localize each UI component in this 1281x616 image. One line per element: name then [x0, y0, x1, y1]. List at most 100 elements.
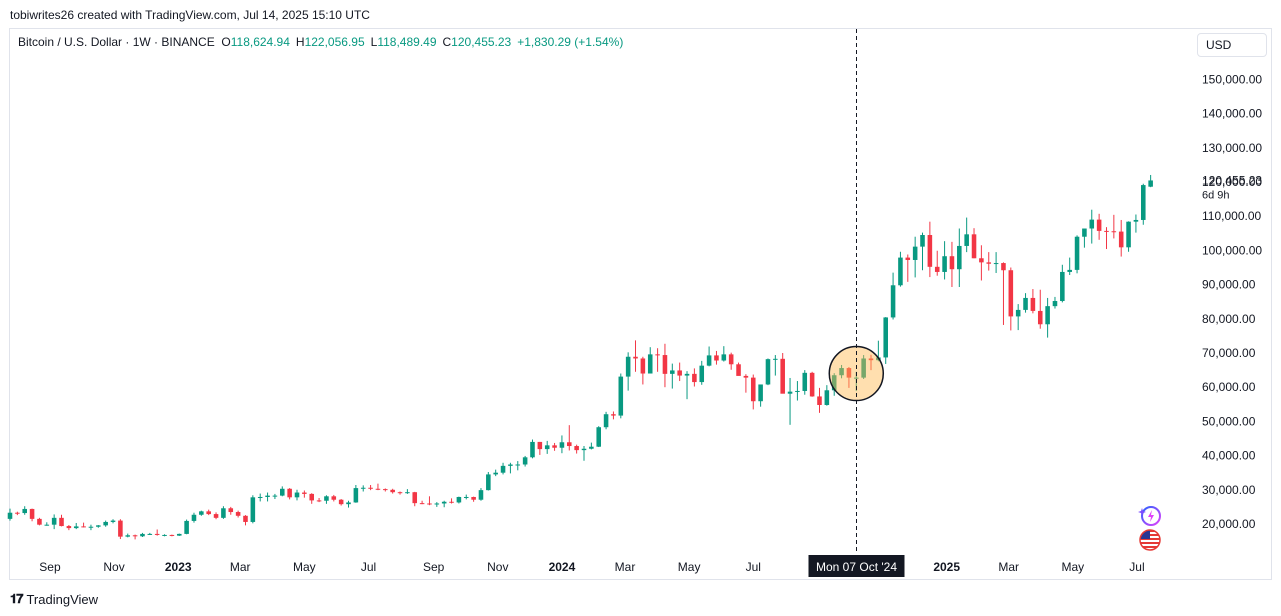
y-tick-label: 50,000.00 — [1202, 414, 1256, 428]
candle-body — [787, 391, 793, 394]
last-price-label: 120,455.23 — [1202, 173, 1262, 187]
candle-body — [383, 489, 388, 491]
x-tick-label: 2024 — [549, 560, 576, 574]
candle-body — [154, 533, 160, 535]
candle-body — [942, 256, 947, 272]
candle-body — [118, 520, 123, 537]
candle-body — [618, 376, 624, 416]
high-value: 122,056.95 — [304, 35, 365, 49]
candle-body — [1148, 180, 1153, 187]
candle-body — [589, 446, 594, 449]
y-tick-label: 130,000.00 — [1202, 141, 1262, 155]
us-flag-icon[interactable] — [1139, 529, 1163, 553]
candle-body — [986, 262, 992, 264]
candle-body — [868, 358, 874, 361]
candle-body — [265, 495, 270, 497]
x-tick-label: Sep — [423, 560, 445, 574]
y-tick-label: 70,000.00 — [1202, 346, 1256, 360]
sparkle-icon[interactable] — [1138, 504, 1162, 528]
candle-body — [456, 496, 462, 503]
footer-brand: 𝟏𝟕 TradingView — [10, 591, 98, 607]
candle-body — [162, 534, 167, 536]
symbol-legend: Bitcoin / U.S. Dollar · 1W · BINANCE O11… — [18, 35, 623, 49]
chart-frame — [9, 28, 1272, 580]
candle-body — [949, 256, 955, 270]
candle-body — [662, 355, 668, 374]
close-label: C — [442, 35, 452, 49]
y-tick-label: 150,000.00 — [1202, 72, 1262, 86]
candle-body — [677, 370, 682, 376]
candle-body — [441, 501, 447, 504]
candle-body — [1082, 228, 1087, 237]
candle-body — [147, 533, 153, 535]
open-value: 118,624.94 — [230, 35, 290, 49]
candle-body — [1074, 236, 1080, 270]
currency-button[interactable]: USD — [1197, 33, 1267, 57]
candle-body — [625, 356, 631, 377]
candle-body — [993, 263, 999, 265]
candle-body — [243, 515, 248, 522]
candle-body — [655, 354, 660, 356]
candle-body — [500, 465, 506, 473]
candle-body — [603, 414, 609, 428]
candle-body — [839, 368, 844, 376]
candle-body — [670, 370, 675, 374]
chart-caption: tobiwrites26 created with TradingView.co… — [10, 8, 370, 22]
candle-body — [552, 445, 557, 448]
candle-body — [1001, 263, 1006, 271]
candle-body — [294, 492, 300, 498]
candle-body — [957, 245, 962, 270]
close-value: 120,455.23 — [451, 35, 512, 49]
candle-body — [346, 502, 351, 505]
y-tick-label: 20,000.00 — [1202, 517, 1256, 531]
open-label: O — [221, 35, 231, 49]
x-tick-label: Nov — [487, 560, 508, 574]
candle-body — [272, 495, 278, 497]
candle-body — [412, 492, 418, 504]
footer-brand-text: TradingView — [26, 591, 99, 607]
candle-body — [574, 446, 579, 451]
candle-body — [964, 234, 969, 246]
candle-body — [493, 472, 498, 475]
candle-body — [1141, 185, 1146, 220]
candle-body — [206, 511, 211, 515]
candle-body — [912, 246, 918, 260]
candle-body — [221, 508, 226, 518]
candle-body — [1030, 297, 1036, 311]
candle-body — [758, 384, 763, 402]
candle-body — [1015, 309, 1021, 317]
candle-body — [780, 358, 785, 394]
candle-body — [257, 496, 263, 498]
candle-body — [191, 514, 197, 521]
y-tick-label: 60,000.00 — [1202, 380, 1256, 394]
candle-body — [1037, 310, 1043, 325]
candle-body — [22, 508, 27, 514]
candle-body — [66, 526, 72, 529]
candle-body — [773, 358, 778, 360]
candle-body — [979, 258, 984, 263]
candle-body — [854, 377, 859, 379]
y-tick-label: 140,000.00 — [1202, 107, 1262, 121]
candle-body — [743, 375, 749, 378]
x-tick-label: 2025 — [933, 560, 960, 574]
x-tick-label: May — [293, 560, 316, 574]
candle-body — [706, 355, 712, 366]
candle-body — [927, 235, 933, 267]
candle-body — [287, 488, 292, 498]
candle-body — [750, 377, 756, 402]
x-tick-label: Jul — [746, 560, 761, 574]
candle-body — [103, 521, 108, 526]
x-tick-label: May — [678, 560, 701, 574]
candle-body — [611, 414, 616, 416]
candle-body — [463, 496, 469, 498]
x-tick-label: Mar — [615, 560, 636, 574]
candle-body — [184, 520, 189, 534]
candle-body — [51, 517, 57, 525]
candle-body — [934, 266, 940, 272]
candle-body — [714, 355, 719, 361]
candle-body — [898, 257, 903, 286]
candle-body — [640, 358, 646, 374]
candle-body — [37, 518, 42, 525]
candle-body — [1045, 306, 1050, 325]
